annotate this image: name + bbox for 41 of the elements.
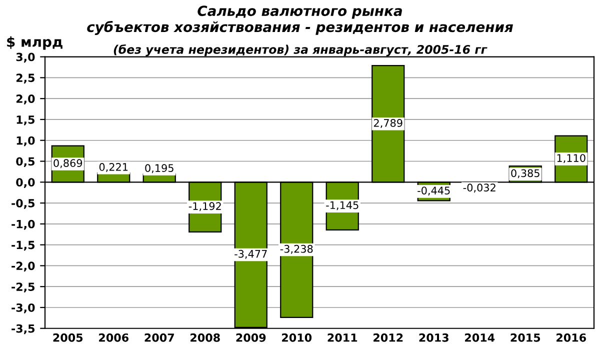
- data-label: 0,385: [511, 169, 540, 178]
- data-label: 0,221: [99, 163, 128, 172]
- x-tick-label: 2014: [465, 333, 495, 342]
- x-tick-label: 2010: [282, 333, 312, 342]
- data-label: 0,195: [145, 164, 174, 174]
- data-label: 0,869: [54, 159, 82, 168]
- x-tick-label: 2016: [556, 333, 586, 342]
- x-tick-label: 2008: [190, 333, 220, 342]
- y-tick-label: -0,5: [12, 199, 35, 209]
- data-label: 2,789: [374, 119, 402, 128]
- y-tick-label: 1,5: [16, 116, 34, 126]
- y-tick-label: -2,5: [12, 282, 35, 292]
- y-axis-title: $ млрд: [7, 36, 62, 50]
- y-tick-label: -3,5: [12, 324, 35, 334]
- y-tick-label: -1,5: [12, 240, 35, 251]
- y-tick-label: 0,5: [16, 157, 34, 168]
- y-tick-label: 1,0: [16, 136, 35, 146]
- x-tick-label: 2015: [510, 333, 540, 342]
- y-tick-label: -2,0: [12, 262, 35, 272]
- y-tick-label: -3,0: [12, 303, 35, 314]
- y-tick-label: 2,0: [16, 94, 35, 104]
- data-label: -1,192: [188, 202, 221, 212]
- data-label: -3,477: [234, 250, 267, 259]
- x-tick-label: 2006: [99, 333, 128, 342]
- data-label: -0,032: [463, 184, 496, 193]
- x-tick-label: 2007: [144, 333, 174, 342]
- x-tick-label: 2012: [374, 333, 403, 342]
- chart-title: Сальдо валютного рынка субъектов хозяйствования - резидентов и населения: [87, 6, 513, 35]
- data-label: -0,445: [418, 186, 450, 196]
- y-tick-label: 2,5: [16, 74, 34, 84]
- x-tick-label: 2013: [419, 333, 448, 342]
- chart-subtitle: (без учета нерезидентов) за январь-август, 2005-16 гг: [114, 44, 488, 56]
- data-label: -1,145: [326, 201, 358, 210]
- y-tick-label: -1,0: [12, 220, 35, 230]
- x-tick-label: 2005: [53, 333, 83, 342]
- data-label: 1,110: [557, 154, 586, 164]
- data-label: -3,238: [280, 244, 313, 254]
- x-tick-label: 2009: [236, 333, 266, 342]
- y-tick-label: 3,0: [16, 52, 35, 63]
- y-tick-label: 0,0: [16, 178, 35, 188]
- x-tick-label: 2011: [328, 333, 358, 342]
